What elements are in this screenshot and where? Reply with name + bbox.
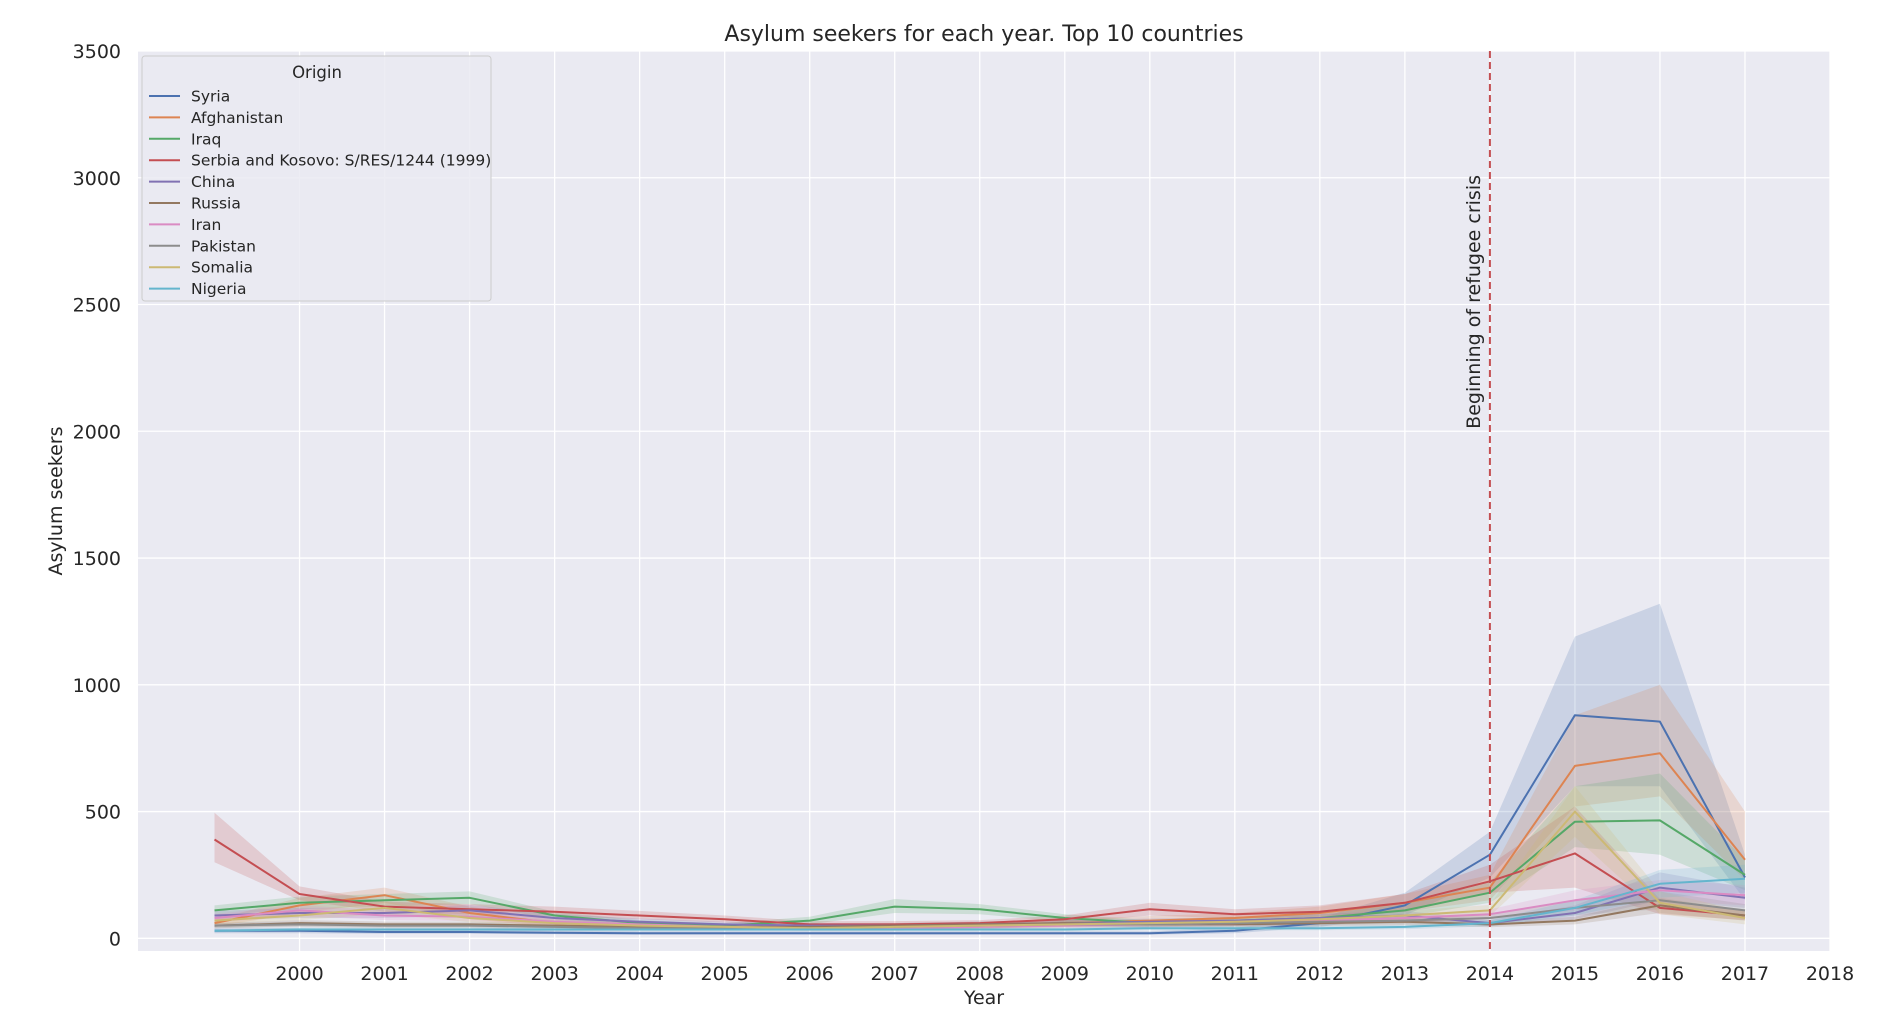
x-axis-title: Year — [963, 987, 1004, 1009]
y-tick-label: 1500 — [73, 548, 121, 570]
legend-title: Origin — [292, 63, 342, 82]
legend-entry: Russia — [191, 195, 241, 213]
legend-entry: Iraq — [191, 130, 221, 148]
x-tick-label: 2017 — [1721, 963, 1769, 985]
y-tick-label: 2000 — [73, 421, 121, 443]
x-tick-label: 2014 — [1466, 963, 1514, 985]
x-tick-label: 2010 — [1126, 963, 1174, 985]
legend-entry: Nigeria — [191, 280, 246, 298]
x-tick-label: 2005 — [700, 963, 748, 985]
legend-entry: Somalia — [191, 259, 253, 277]
legend-entry: Pakistan — [191, 237, 256, 255]
x-tick-label: 2001 — [360, 963, 408, 985]
tick-labels: 2000 2001 2002 2003 2004 2005 2006 2007 2008 2009… — [73, 41, 1855, 985]
x-tick-label: 2012 — [1296, 963, 1344, 985]
x-tick-label: 2008 — [956, 963, 1004, 985]
legend-entry: Afghanistan — [191, 109, 283, 127]
ci-band-iraq — [214, 773, 1745, 929]
y-tick-label: 0 — [109, 928, 121, 950]
legend-entry: Iran — [191, 216, 221, 234]
annotations: Beginning of refugee crisis — [1463, 51, 1491, 951]
ci-band-afghanistan — [214, 684, 1745, 931]
x-tick-label: 2004 — [615, 963, 663, 985]
x-tick-label: 2015 — [1551, 963, 1599, 985]
refugee-crisis-label: Beginning of refugee crisis — [1463, 175, 1485, 429]
x-tick-label: 2000 — [275, 963, 323, 985]
x-tick-label: 2016 — [1636, 963, 1684, 985]
legend: Origin Syria Afghanistan Iraq Serbia and Kos… — [141, 55, 492, 302]
x-tick-label: 2003 — [530, 963, 578, 985]
legend-box — [141, 55, 492, 302]
chart-title: Asylum seekers for each year. Top 10 cou… — [724, 22, 1243, 47]
grid — [138, 50, 1831, 951]
y-tick-label: 3500 — [73, 41, 121, 63]
y-tick-label: 3000 — [73, 168, 121, 190]
legend-entry: Serbia and Kosovo: S/RES/1244 (1999) — [191, 152, 491, 170]
x-tick-label: 2007 — [871, 963, 919, 985]
y-axis-title: Asylum seekers — [45, 426, 67, 575]
y-tick-label: 500 — [85, 802, 121, 824]
x-tick-label: 2002 — [445, 963, 493, 985]
y-tick-label: 1000 — [73, 675, 121, 697]
x-tick-label: 2013 — [1381, 963, 1429, 985]
x-tick-label: 2018 — [1806, 963, 1854, 985]
x-tick-label: 2006 — [786, 963, 834, 985]
ci-band-syria — [214, 603, 1745, 935]
y-tick-label: 2500 — [73, 295, 121, 317]
legend-entry: China — [191, 173, 235, 191]
x-tick-label: 2009 — [1041, 963, 1089, 985]
legend-entry: Syria — [191, 88, 230, 106]
x-tick-label: 2011 — [1211, 963, 1259, 985]
